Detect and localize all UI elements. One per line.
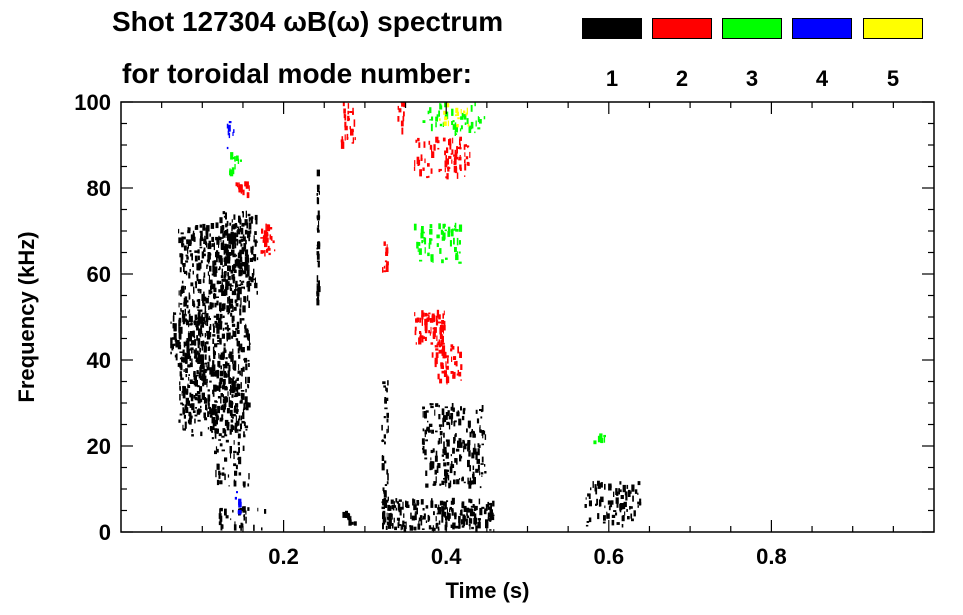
mode-3-patch [413,222,463,264]
spectrogram-data [170,102,642,532]
mode-3-patch [229,152,242,177]
x-tick-label: 0.6 [594,544,625,569]
mode-1-patch [316,169,321,306]
mode-2-patch [340,102,356,149]
mode-1-patch [421,403,487,489]
mode-1-patch [381,497,495,532]
mode-2-patch [382,241,389,273]
mode-1-patch [170,309,211,369]
mode-2-patch [431,343,463,385]
mode-2-patch [235,181,250,199]
x-tick-label: 0.2 [268,544,299,569]
mode-1-patch [218,210,259,296]
mode-1-patch [381,380,389,523]
axis-tick-labels: 0.2 0.4 0.6 0.8 0 20 40 60 80 100 [74,90,786,569]
mode-5-patch [438,103,470,128]
mode-1-patch [342,510,357,526]
legend-label-mode-5: 5 [886,66,900,91]
legend-swatch-mode-2 [652,18,712,39]
y-tick-label: 60 [87,262,111,287]
mode-2-patch [397,102,406,135]
mode-4-patch [226,121,235,150]
legend-swatch-mode-3 [722,18,782,39]
y-axis-label: Frequency (kHz) [14,231,39,402]
x-tick-label: 0.8 [756,544,787,569]
x-tick-label: 0.4 [431,544,462,569]
mode-2-patch [260,223,276,257]
x-axis-label: Time (s) [446,578,530,603]
axis-ticks [121,101,934,533]
mode-2-patch [414,309,446,347]
mode-2-patch [413,136,471,180]
legend-label-mode-4: 4 [815,66,829,91]
plot-frame [120,101,935,533]
y-tick-label: 40 [87,348,111,373]
legend-label-mode-3: 3 [745,66,759,91]
y-tick-label: 100 [74,90,111,115]
mode-1-patch [584,480,642,528]
legend-label-mode-1: 1 [605,66,619,91]
chart-title-line1: Shot 127304 ωB(ω) spectrum [112,6,504,37]
legend-swatch-mode-5 [863,18,923,39]
legend-label-mode-2: 2 [675,66,689,91]
legend-swatch-mode-1 [582,18,642,39]
mode-4-patch [234,491,242,515]
mode-3-patch [593,433,606,445]
y-tick-label: 0 [99,520,111,545]
mode-1-patch [211,360,251,488]
mode-3-patch [422,102,486,136]
y-tick-label: 80 [87,176,111,201]
chart-title-line2: for toroidal mode number: [122,58,472,89]
y-tick-label: 20 [87,434,111,459]
legend-swatch-mode-4 [792,18,852,39]
